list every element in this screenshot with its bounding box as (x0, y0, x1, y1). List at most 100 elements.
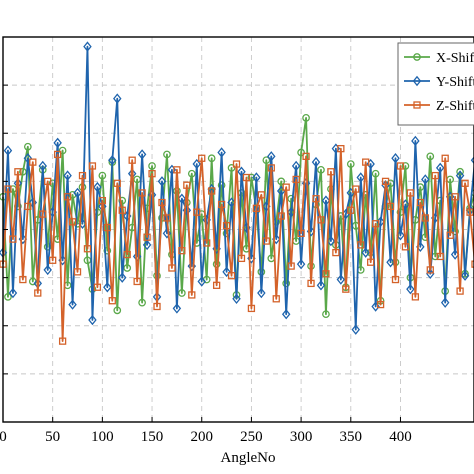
data-point (4, 185, 12, 193)
x-axis-title: AngleNo (221, 450, 276, 466)
data-point (455, 170, 465, 181)
legend-item: Y-Shift (404, 75, 474, 90)
data-point (321, 195, 331, 206)
data-point (312, 195, 320, 203)
legend-item: X-Shift (404, 51, 474, 66)
data-point (212, 281, 221, 289)
data-point (242, 173, 251, 182)
data-point (24, 202, 32, 211)
data-point (222, 221, 231, 230)
x-tick-label: 150 (141, 429, 164, 445)
data-point (367, 258, 375, 266)
data-point (282, 183, 290, 191)
data-point (252, 172, 261, 183)
data-point (227, 272, 236, 280)
data-point (413, 53, 421, 61)
data-point (391, 275, 400, 284)
x-tick-label: 300 (290, 429, 313, 445)
data-point (391, 153, 400, 164)
x-axis-ticks: 0 50 100 150 200 250 300 350 400 (0, 417, 412, 445)
data-point (413, 101, 421, 109)
data-point (83, 41, 92, 52)
x-tick-label: 100 (91, 429, 114, 445)
data-point (53, 137, 62, 149)
data-point (183, 181, 191, 189)
data-point (257, 191, 266, 199)
data-point (173, 166, 181, 174)
data-point (108, 297, 116, 305)
data-point (352, 185, 360, 193)
data-point (411, 135, 420, 147)
data-point (113, 306, 122, 315)
data-point (232, 160, 241, 168)
data-point (296, 258, 306, 270)
data-point (212, 260, 221, 268)
data-point (34, 289, 42, 297)
data-point (14, 168, 22, 176)
data-point (58, 146, 67, 155)
data-point (257, 287, 266, 299)
data-point (123, 264, 132, 272)
data-point (38, 160, 47, 172)
data-point (113, 93, 122, 104)
data-point (435, 162, 445, 174)
data-point (98, 171, 107, 180)
data-point (396, 162, 405, 170)
legend-label: Z-Shift (436, 99, 474, 114)
data-point (451, 227, 459, 236)
data-point (356, 172, 365, 183)
data-point (232, 293, 241, 305)
data-point (113, 179, 121, 187)
data-point (411, 293, 420, 301)
series-layer (0, 41, 474, 345)
data-point (267, 164, 275, 172)
data-point (297, 148, 305, 157)
data-point (98, 196, 107, 205)
data-point (460, 270, 470, 281)
legend: X-Shift Y-Shift Z-Shift (397, 42, 474, 126)
data-point (217, 200, 226, 209)
data-point (371, 220, 380, 228)
data-point (118, 206, 126, 214)
y-axis-ticks (3, 36, 8, 423)
series-z-shift (0, 144, 474, 345)
data-point (262, 237, 270, 245)
data-point (19, 275, 27, 284)
data-point (4, 293, 12, 301)
data-point (158, 198, 166, 207)
data-point (123, 250, 131, 259)
data-point (207, 154, 216, 163)
data-point (39, 210, 47, 218)
data-point (237, 166, 246, 177)
data-point (88, 314, 97, 326)
data-point (188, 291, 196, 299)
data-point (347, 206, 355, 214)
data-point (197, 276, 206, 287)
data-point (78, 171, 87, 180)
data-point (286, 206, 296, 218)
data-point (3, 145, 13, 156)
data-point (163, 214, 171, 222)
series-line (2, 45, 474, 331)
data-point (138, 298, 146, 307)
data-point (148, 162, 156, 170)
data-point (412, 75, 422, 87)
data-point (103, 223, 111, 232)
data-point (73, 268, 82, 276)
legend-item: Z-Shift (404, 99, 474, 114)
data-point (198, 154, 206, 162)
data-point (178, 247, 186, 255)
data-point (361, 247, 370, 258)
data-point (108, 154, 117, 166)
data-point (322, 270, 330, 278)
data-point (217, 181, 226, 190)
data-point (187, 169, 196, 178)
data-point (302, 152, 310, 161)
x-tick-label: 50 (45, 429, 60, 445)
data-point (421, 214, 429, 222)
data-point (58, 337, 67, 345)
data-point (386, 202, 395, 211)
data-point (386, 256, 395, 268)
data-point (103, 282, 112, 293)
